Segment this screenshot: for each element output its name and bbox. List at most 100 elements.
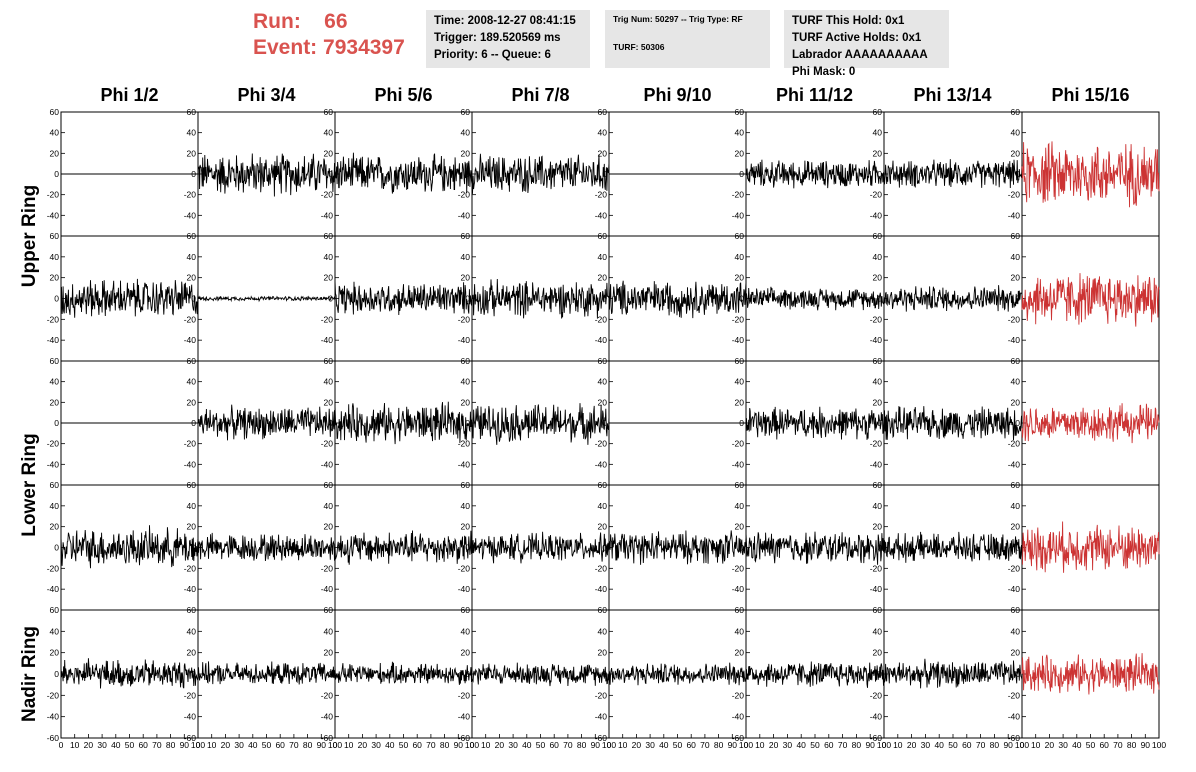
y-tick-label: 60 (1011, 107, 1021, 117)
y-tick-label: 0 (328, 543, 333, 553)
y-tick-label: 20 (324, 273, 334, 283)
y-tick-label: 0 (465, 294, 470, 304)
waveform-trace (1021, 653, 1160, 695)
y-tick-label: -20 (1008, 690, 1021, 700)
y-tick-label: 0 (54, 169, 59, 179)
y-tick-label: 0 (877, 169, 882, 179)
waveform-trace (883, 406, 1023, 441)
waveform-trace (745, 159, 885, 189)
y-tick-label: 20 (1011, 148, 1021, 158)
turf-line: TURF: 50306 (613, 42, 665, 52)
y-tick-label: -40 (870, 712, 883, 722)
y-tick-label: -20 (595, 314, 608, 324)
waveform-panel: 60 40 20 0 -20 -40 (47, 356, 199, 486)
y-tick-label: 20 (873, 397, 883, 407)
y-tick-label: -20 (732, 190, 745, 200)
x-tick-label: 30 (234, 740, 244, 750)
waveform-trace (883, 531, 1023, 563)
waveform-panel: 60 40 20 0 -20 -40 (595, 231, 747, 362)
waveform-trace (471, 662, 610, 687)
phi-mask-line: Phi Mask: 0 (792, 66, 856, 78)
x-tick-label: 50 (810, 740, 820, 750)
column-header: Phi 7/8 (511, 85, 570, 105)
labrador-line: Labrador AAAAAAAAAA (792, 49, 928, 61)
x-tick-label: 90 (591, 740, 601, 750)
x-tick-label: 40 (1072, 740, 1082, 750)
y-tick-label: -40 (732, 210, 745, 220)
waveform-panel: 60 40 20 0 -20 -40 (321, 480, 473, 611)
x-tick-label: 10 (893, 740, 903, 750)
x-tick-label: 60 (549, 740, 559, 750)
y-tick-label: 20 (873, 522, 883, 532)
y-tick-label: -40 (595, 210, 608, 220)
x-tick-label: 50 (399, 740, 409, 750)
y-tick-label: 40 (735, 626, 745, 636)
y-tick-label: 0 (739, 294, 744, 304)
x-tick-label: 70 (1113, 740, 1123, 750)
event-label: Event: (253, 36, 318, 59)
turf-hold-line: TURF This Hold: 0x1 (792, 15, 905, 27)
waveform-panel: 60 40 20 0 -20 -40 (595, 356, 747, 486)
y-tick-label: 0 (1015, 543, 1020, 553)
y-tick-label: -40 (458, 712, 471, 722)
x-tick-label: 80 (166, 740, 176, 750)
y-tick-label: -20 (321, 563, 334, 573)
x-tick-label: 0 (333, 740, 338, 750)
y-tick-label: -20 (47, 690, 60, 700)
waveform-panel: 60 40 20 0 -20 -40 (458, 356, 610, 486)
y-tick-label: 0 (877, 669, 882, 679)
y-tick-label: 60 (324, 356, 334, 366)
y-tick-label: 20 (735, 522, 745, 532)
column-header: Phi 15/16 (1051, 85, 1130, 105)
y-tick-label: 20 (324, 148, 334, 158)
y-tick-label: 0 (602, 543, 607, 553)
x-tick-label: 10 (207, 740, 217, 750)
y-tick-label: -40 (321, 712, 334, 722)
y-tick-label: 60 (873, 107, 883, 117)
x-tick-label: 50 (125, 740, 135, 750)
y-tick-label: 40 (735, 377, 745, 387)
time-info-panel: Time: 2008-12-27 08:41:15 Trigger: 189.5… (426, 10, 590, 68)
waveform-panel: 60 40 20 0 -20 -40 (47, 231, 199, 362)
y-tick-label: 0 (191, 669, 196, 679)
y-tick-label: 20 (187, 148, 197, 158)
y-tick-label: 40 (324, 252, 334, 262)
x-tick-label: 60 (824, 740, 834, 750)
y-tick-label: 40 (873, 501, 883, 511)
y-tick-label: 20 (461, 397, 471, 407)
y-tick-label: 0 (877, 294, 882, 304)
y-tick-label: 40 (324, 626, 334, 636)
y-tick-label: -40 (458, 584, 471, 594)
x-tick-label: 90 (454, 740, 464, 750)
waveform-panel: 60 40 20 0 -20 -40 (732, 480, 885, 611)
waveform-panel: 60 40 20 0 -20 -40 (1008, 231, 1160, 362)
x-tick-label: 20 (769, 740, 779, 750)
waveform-trace (608, 662, 747, 686)
y-tick-label: 60 (461, 231, 471, 241)
waveform-trace (471, 531, 610, 564)
y-tick-label: -40 (47, 210, 60, 220)
x-tick-label: 30 (921, 740, 931, 750)
x-tick-label: 70 (838, 740, 848, 750)
waveform-trace (197, 295, 336, 303)
y-tick-label: 20 (324, 648, 334, 658)
waveform-trace (334, 152, 473, 194)
y-tick-label: -40 (184, 210, 197, 220)
waveform-panel: 60 40 20 0 -20 -40 (1008, 480, 1160, 611)
y-tick-label: -20 (184, 563, 197, 573)
y-tick-label: 40 (1011, 377, 1021, 387)
y-tick-label: 0 (328, 294, 333, 304)
x-tick-label: 80 (577, 740, 587, 750)
x-tick-label: 30 (97, 740, 107, 750)
waveform-trace (1021, 141, 1160, 208)
y-tick-label: -40 (732, 584, 745, 594)
y-tick-label: 20 (461, 522, 471, 532)
y-tick-label: 20 (187, 648, 197, 658)
y-tick-label: 0 (602, 294, 607, 304)
y-tick-label: -40 (184, 712, 197, 722)
x-tick-label: 0 (196, 740, 201, 750)
y-tick-label: 40 (1011, 252, 1021, 262)
y-tick-label: 0 (1015, 169, 1020, 179)
x-tick-label: 10 (618, 740, 628, 750)
